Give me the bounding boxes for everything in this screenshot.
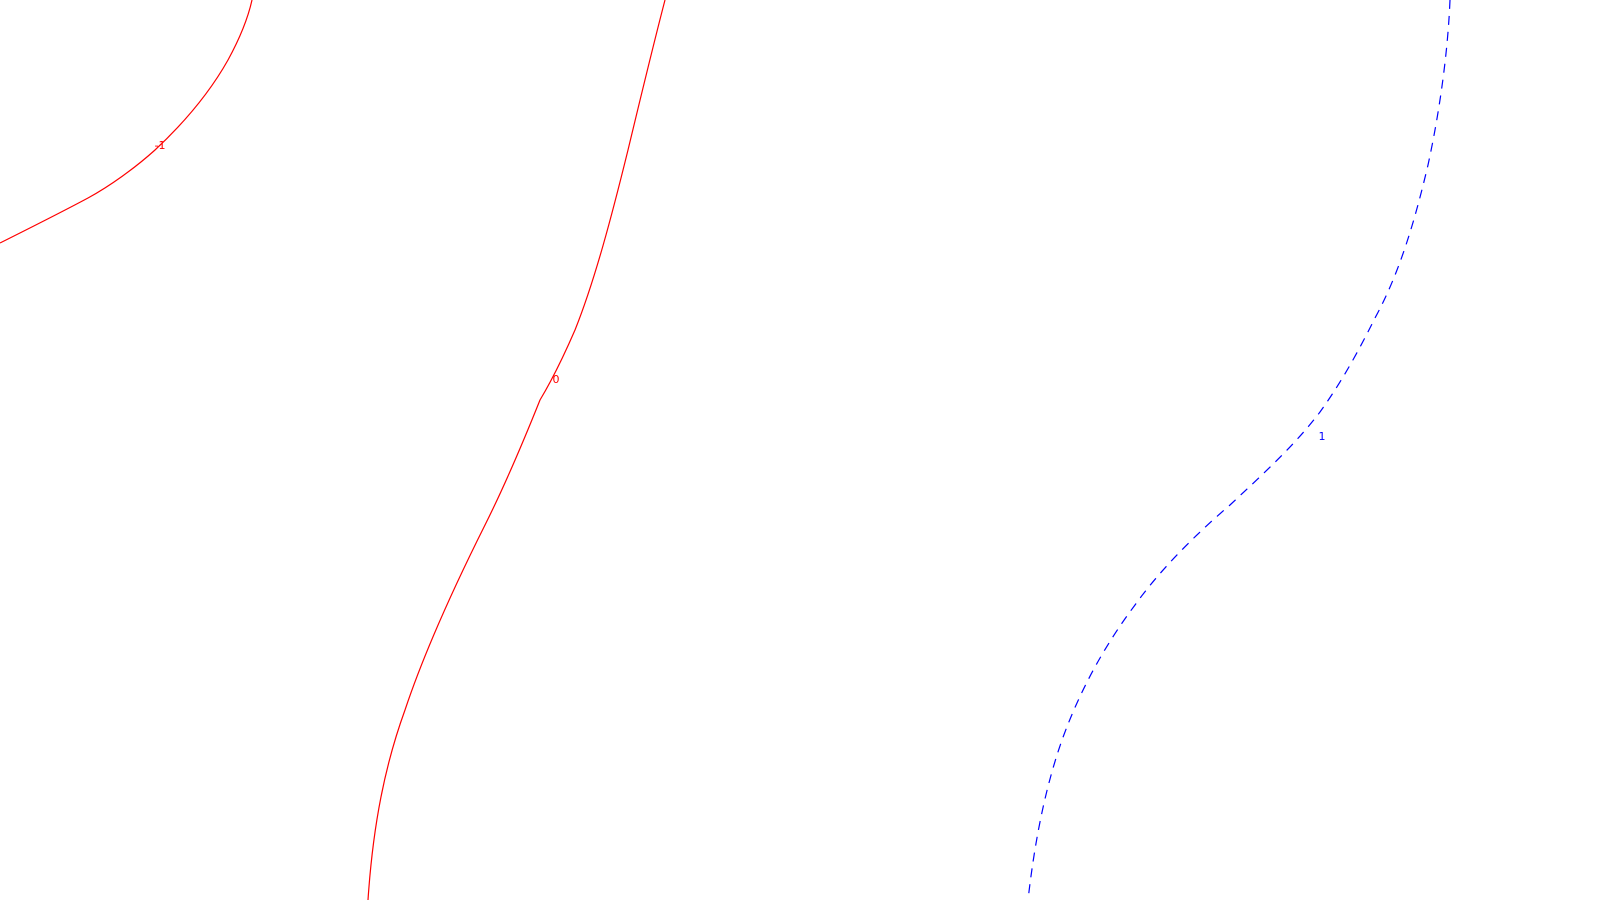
contour-line-minus-1 — [0, 0, 253, 244]
contour-label-zero: 0 — [553, 373, 560, 386]
contour-line-zero — [367, 0, 666, 900]
contour-label-minus-1: -1 — [155, 139, 166, 152]
contour-label-plus-1: 1 — [1319, 430, 1326, 443]
contour-line-plus-1 — [1027, 0, 1451, 900]
